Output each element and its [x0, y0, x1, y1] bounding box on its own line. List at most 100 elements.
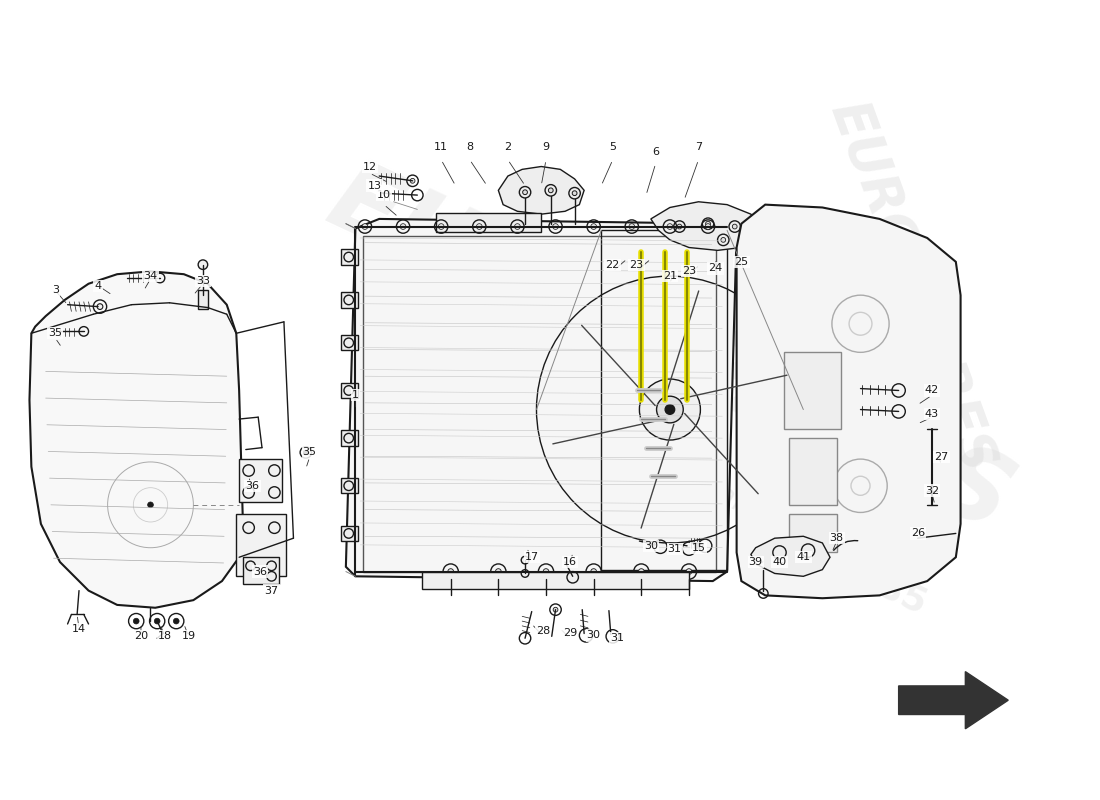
Bar	[243, 558, 279, 584]
Text: 35: 35	[48, 328, 63, 338]
Bar	[422, 571, 689, 589]
Text: 40: 40	[772, 557, 786, 567]
Circle shape	[147, 502, 153, 508]
Circle shape	[629, 224, 635, 230]
Text: 2: 2	[504, 142, 512, 153]
Circle shape	[667, 224, 673, 230]
Text: a passion for parts: a passion for parts	[506, 384, 777, 530]
Text: 24: 24	[708, 263, 723, 274]
Text: 19: 19	[182, 631, 196, 642]
Text: 36: 36	[253, 566, 267, 577]
Text: 30: 30	[586, 630, 601, 641]
Circle shape	[515, 224, 520, 230]
Polygon shape	[30, 271, 243, 608]
Text: 42: 42	[925, 386, 939, 395]
Text: 23: 23	[682, 266, 696, 276]
Circle shape	[638, 569, 645, 574]
Polygon shape	[345, 219, 737, 581]
Text: 32: 32	[925, 486, 939, 495]
Circle shape	[720, 238, 726, 242]
Bar	[341, 526, 359, 541]
Text: 26: 26	[911, 529, 925, 538]
Polygon shape	[899, 672, 1009, 729]
Circle shape	[591, 569, 596, 574]
Circle shape	[448, 569, 453, 574]
Text: 11: 11	[434, 142, 448, 153]
Bar	[341, 250, 359, 265]
Bar	[437, 214, 541, 232]
Text: 22: 22	[606, 260, 619, 270]
Circle shape	[552, 224, 559, 230]
Text: 36: 36	[245, 481, 260, 490]
Bar	[236, 514, 286, 576]
Circle shape	[174, 618, 179, 624]
Text: EUROSPARES: EUROSPARES	[314, 151, 1026, 553]
Circle shape	[97, 304, 102, 310]
Text: 3: 3	[52, 286, 58, 295]
Circle shape	[154, 618, 160, 624]
Circle shape	[521, 556, 529, 564]
Text: 7: 7	[695, 142, 702, 153]
Circle shape	[522, 190, 527, 194]
Circle shape	[572, 191, 578, 195]
Bar	[784, 352, 842, 429]
Text: 15: 15	[692, 542, 705, 553]
Bar	[341, 478, 359, 494]
Circle shape	[591, 224, 596, 230]
Circle shape	[549, 188, 553, 193]
Circle shape	[666, 405, 674, 414]
Bar	[341, 335, 359, 350]
Text: 18: 18	[157, 631, 172, 642]
Bar	[789, 438, 837, 505]
Bar	[341, 383, 359, 398]
Text: 1085: 1085	[827, 549, 933, 622]
Text: 43: 43	[925, 410, 939, 419]
Text: 37: 37	[264, 586, 278, 596]
Circle shape	[733, 224, 737, 229]
Circle shape	[400, 224, 406, 230]
Text: 8: 8	[466, 142, 473, 153]
Text: 10: 10	[377, 190, 390, 200]
Text: EUROSPARES: EUROSPARES	[821, 95, 1003, 481]
Text: 41: 41	[796, 552, 811, 562]
Circle shape	[476, 224, 482, 230]
Circle shape	[495, 569, 502, 574]
Circle shape	[705, 224, 711, 230]
Text: 21: 21	[663, 271, 676, 281]
Text: 34: 34	[143, 271, 157, 281]
Text: 30: 30	[644, 541, 658, 551]
Polygon shape	[498, 166, 584, 214]
Text: 28: 28	[536, 626, 550, 636]
Circle shape	[521, 570, 529, 578]
Circle shape	[198, 260, 208, 270]
Bar	[341, 430, 359, 446]
Text: 13: 13	[367, 181, 382, 190]
Bar	[198, 290, 208, 310]
Text: 20: 20	[134, 631, 148, 642]
Circle shape	[410, 178, 415, 183]
Circle shape	[304, 450, 308, 454]
Polygon shape	[751, 536, 830, 576]
Polygon shape	[651, 202, 760, 250]
Text: 16: 16	[563, 557, 576, 567]
Bar	[239, 459, 282, 502]
Text: 33: 33	[196, 276, 210, 286]
Text: 31: 31	[668, 544, 682, 554]
Bar	[789, 514, 837, 553]
Text: 4: 4	[95, 281, 101, 290]
Circle shape	[686, 569, 692, 574]
Circle shape	[657, 396, 683, 423]
Text: 17: 17	[525, 552, 539, 562]
Text: 12: 12	[363, 162, 377, 171]
Circle shape	[543, 569, 549, 574]
Text: 31: 31	[610, 634, 625, 643]
Polygon shape	[737, 205, 960, 598]
Circle shape	[133, 618, 139, 624]
Circle shape	[678, 224, 682, 229]
Text: 29: 29	[563, 629, 578, 638]
Bar	[341, 292, 359, 307]
Text: 6: 6	[652, 147, 659, 158]
Text: 9: 9	[542, 142, 550, 153]
Circle shape	[705, 222, 711, 226]
Bar	[363, 236, 716, 571]
